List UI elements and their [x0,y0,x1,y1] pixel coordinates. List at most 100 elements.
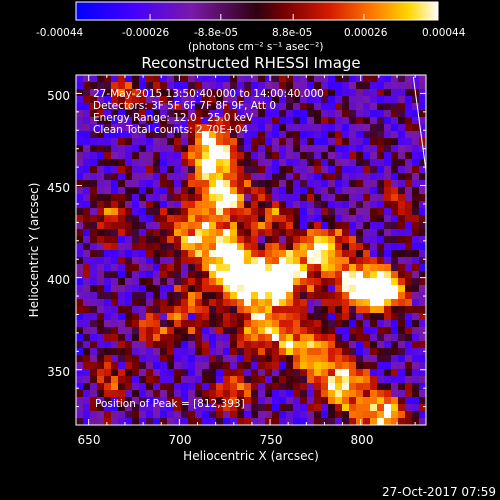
heatmap-cell [405,313,413,321]
heatmap-cell [118,411,126,419]
heatmap-cell [230,271,238,279]
heatmap-cell [153,110,161,118]
heatmap-cell [258,418,266,425]
heatmap-cell [279,187,287,195]
heatmap-cell [202,320,210,328]
heatmap-cell [83,180,91,188]
heatmap-cell [97,369,105,377]
heatmap-cell [202,271,210,279]
heatmap-cell [111,215,119,223]
heatmap-cell [216,89,224,97]
heatmap-cell [405,306,413,314]
heatmap-cell [90,257,98,265]
heatmap-cell [174,362,182,370]
heatmap-cell [97,75,105,83]
heatmap-cell [321,236,329,244]
heatmap-cell [244,131,252,139]
heatmap-cell [293,278,301,286]
heatmap-cell [223,187,231,195]
heatmap-cell [328,418,336,425]
heatmap-cell [328,285,336,293]
heatmap-cell [181,397,189,405]
heatmap-cell [118,341,126,349]
heatmap-cell [167,138,175,146]
heatmap-cell [76,89,84,97]
heatmap-cell [139,166,147,174]
heatmap-cell [104,194,112,202]
heatmap-cell [111,187,119,195]
heatmap-cell [293,75,301,83]
heatmap-cell [251,89,259,97]
heatmap-cell [132,215,140,223]
heatmap-cell [118,138,126,146]
heatmap-cell [265,229,273,237]
heatmap-cell [300,89,308,97]
heatmap-cell [419,131,426,139]
heatmap-cell [300,145,308,153]
heatmap-cell [195,201,203,209]
heatmap-cell [258,397,266,405]
heatmap-cell [153,208,161,216]
heatmap-cell [391,159,399,167]
heatmap-cell [125,369,133,377]
heatmap-cell [251,411,259,419]
heatmap-cell [244,166,252,174]
heatmap-cell [104,187,112,195]
heatmap-cell [405,285,413,293]
heatmap-cell [111,404,119,412]
heatmap-cell [132,327,140,335]
heatmap-cell [300,152,308,160]
heatmap-cell [286,208,294,216]
heatmap-cell [153,180,161,188]
heatmap-cell [202,229,210,237]
heatmap-cell [167,362,175,370]
heatmap-cell [356,390,364,398]
heatmap-cell [342,397,350,405]
heatmap-cell [111,306,119,314]
heatmap-cell [90,145,98,153]
heatmap-cell [209,166,217,174]
heatmap-cell [202,145,210,153]
heatmap-cell [76,180,84,188]
heatmap-cell [300,117,308,125]
heatmap-cell [321,397,329,405]
heatmap-cell [188,173,196,181]
heatmap-cell [83,271,91,279]
heatmap-cell [251,376,259,384]
heatmap-cell [251,292,259,300]
heatmap-cell [342,292,350,300]
colorbar-gradient [75,1,439,21]
heatmap-cell [118,222,126,230]
heatmap-cell [97,250,105,258]
heatmap-cell [293,418,301,425]
heatmap-cell [391,222,399,230]
heatmap-cell [328,369,336,377]
heatmap-cell [167,208,175,216]
heatmap-cell [300,159,308,167]
heatmap-cell [209,362,217,370]
heatmap-cell [251,194,259,202]
heatmap-cell [398,166,406,174]
heatmap-cell [307,278,315,286]
heatmap-cell [377,180,385,188]
heatmap-cell [405,173,413,181]
heatmap-cell [265,124,273,132]
heatmap-cell [272,327,280,335]
heatmap-cell [363,229,371,237]
heatmap-cell [412,404,420,412]
heatmap-cell [412,341,420,349]
heatmap-cell [349,82,357,90]
heatmap-cell [132,159,140,167]
heatmap-cell [223,222,231,230]
heatmap-cell [146,75,154,83]
heatmap-cell [132,124,140,132]
heatmap-cell [118,96,126,104]
heatmap-cell [307,397,315,405]
heatmap-cell [384,411,392,419]
heatmap-cell [230,320,238,328]
heatmap-cell [377,194,385,202]
heatmap-cell [391,180,399,188]
heatmap-cell [391,96,399,104]
heatmap-cell [111,229,119,237]
heatmap-cell [132,362,140,370]
